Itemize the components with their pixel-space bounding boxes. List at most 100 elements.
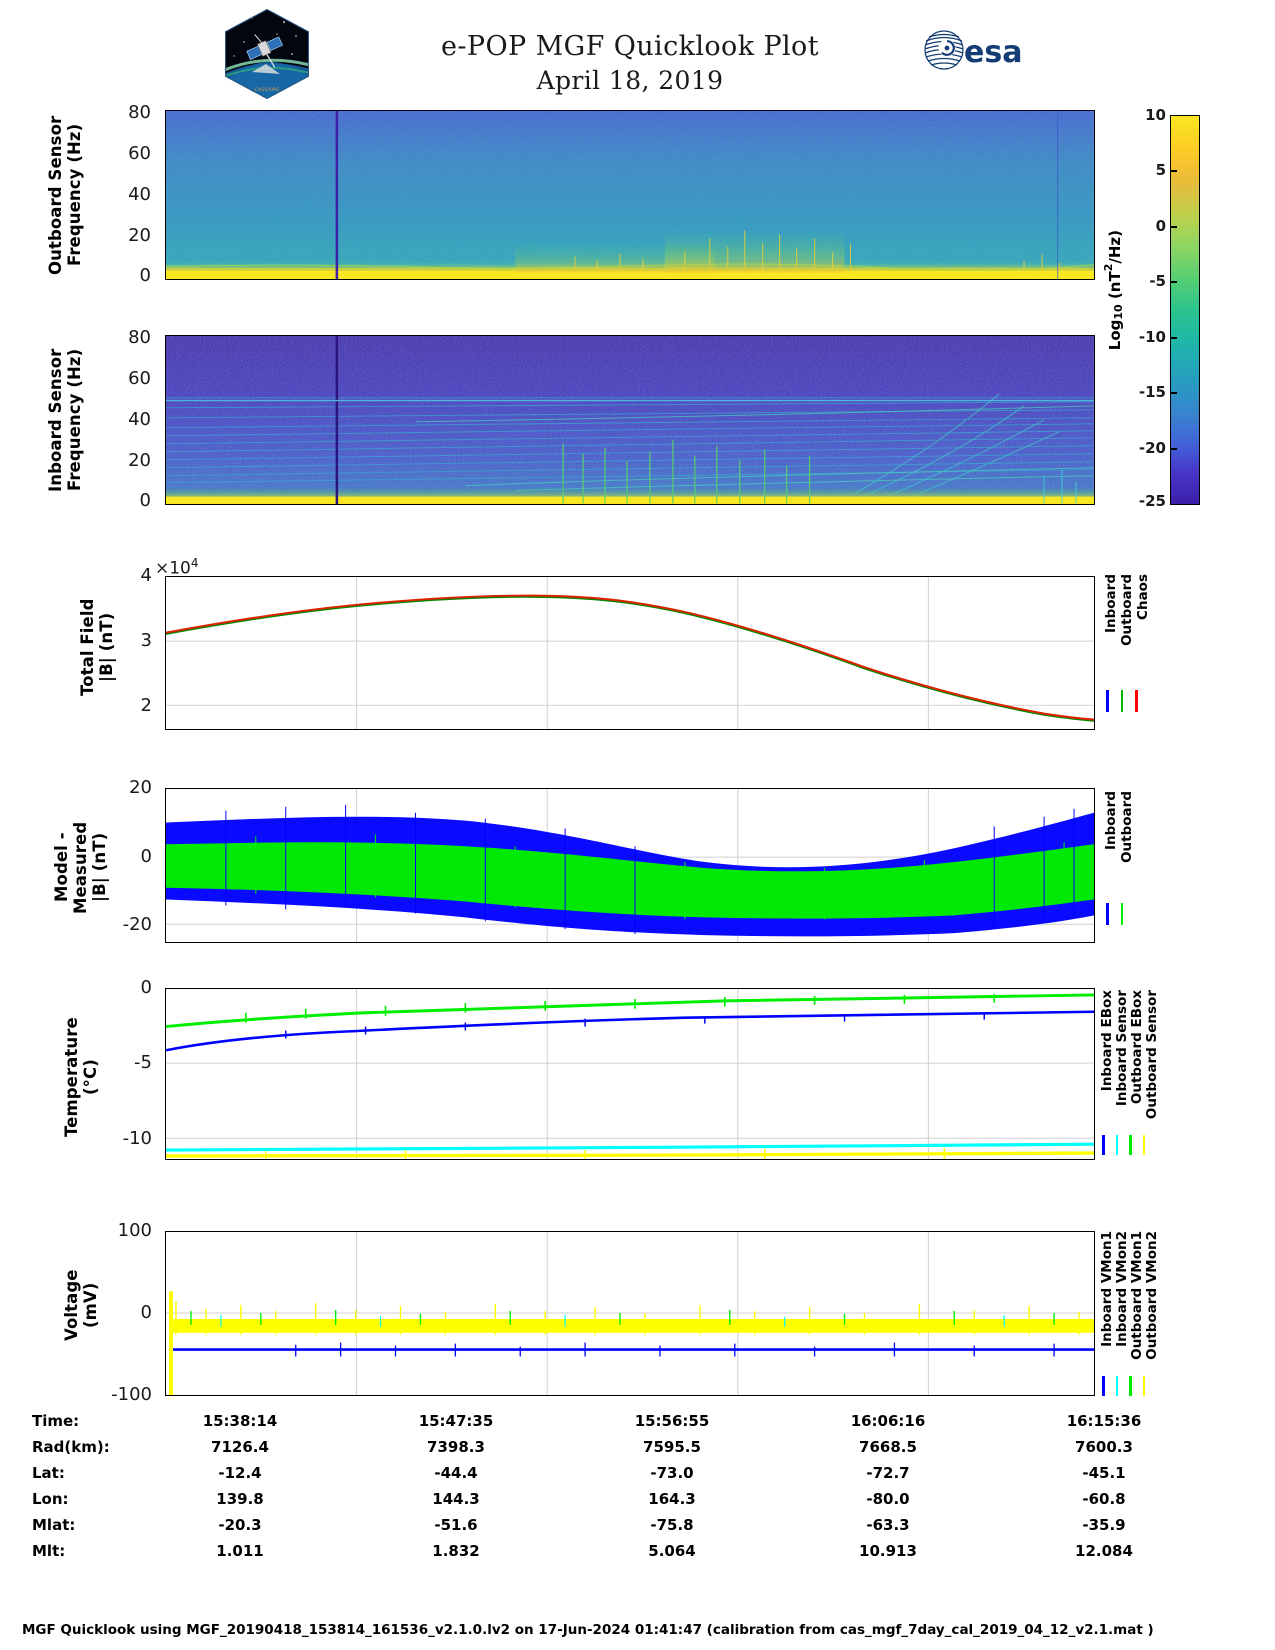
temperature-chart	[166, 989, 1094, 1159]
legend-swatch-inboard	[1106, 903, 1109, 925]
table-row: Mlat: -20.3 -51.6 -75.8 -63.3 -35.9	[32, 1512, 1212, 1538]
inboard-spectrogram-image	[166, 336, 1094, 504]
colorbar-label-main: Log	[1106, 319, 1124, 351]
panel-inboard-spectrogram-group: Inboard Sensor Frequency (Hz) 80 60 40 20…	[0, 329, 1100, 510]
voltage-legend: Inboard VMon1 Inboard VMon2 Outboard VMo…	[1098, 1231, 1183, 1401]
page-title: e-POP MGF Quicklook Plot April 18, 2019	[330, 30, 930, 98]
legend-item-inboard-vmon1: Inboard VMon1	[1099, 1231, 1115, 1347]
legend-swatch-outboard-vmon1	[1129, 1376, 1132, 1396]
cb-tick-5: -15	[1138, 383, 1166, 401]
page-header: CASSIOPE e-POP MGF Quicklook Plot April …	[0, 0, 1275, 105]
ephemeris-table: Time: 15:38:14 15:47:35 15:56:55 16:06:16 16:…	[0, 1408, 1275, 1564]
legend-item-inboard-sensor: Inboard Sensor	[1114, 990, 1130, 1107]
legend-item-inboard: Inboard	[1103, 791, 1119, 851]
table-cell: -80.0	[866, 1490, 910, 1508]
table-cell: -73.0	[650, 1464, 694, 1482]
table-cell: 1.832	[432, 1542, 480, 1560]
cb-tick-1: 5	[1155, 161, 1166, 179]
table-cell: 164.3	[648, 1490, 696, 1508]
table-row: Rad(km): 7126.4 7398.3 7595.5 7668.5 7600.3	[32, 1434, 1212, 1460]
legend-swatches	[1106, 690, 1138, 712]
panel-voltage-group: Voltage (mV) 100 0 -100	[0, 1205, 1190, 1404]
y-tick: 20	[128, 450, 151, 471]
colorbar-label-sup: 2	[1102, 263, 1115, 272]
table-cell: 16:15:36	[1066, 1412, 1142, 1430]
table-row: Mlt: 1.011 1.832 5.064 10.913 12.084	[32, 1538, 1212, 1564]
colorbar-label-rest: (nT	[1106, 271, 1124, 305]
y-tick: 0	[139, 265, 151, 286]
legend-swatch-inboard-vmon1	[1102, 1376, 1105, 1396]
table-row: Lat: -12.4 -44.4 -73.0 -72.7 -45.1	[32, 1460, 1212, 1486]
table-cell: 10.913	[859, 1542, 917, 1560]
legend-item-chaos: Chaos	[1135, 574, 1151, 620]
model-measured-plot[interactable]	[165, 788, 1095, 943]
voltage-chart	[166, 1232, 1094, 1395]
y-tick: 3	[140, 630, 152, 651]
total-field-yticks: 4 3 2	[108, 567, 158, 730]
legend-item-inboard-vmon2: Inboard VMon2	[1114, 1231, 1130, 1347]
y-tick: -10	[122, 1128, 152, 1149]
colorbar-label-sub: 10	[1112, 304, 1125, 320]
cassiope-mission-logo: CASSIOPE	[225, 8, 309, 100]
y-tick: 40	[128, 184, 151, 205]
y-tick: 0	[140, 977, 152, 998]
total-field-plot[interactable]	[165, 576, 1095, 730]
legend-swatches	[1106, 903, 1124, 925]
y-tick: 0	[140, 846, 152, 867]
outboard-spectrogram-plot[interactable]	[165, 110, 1095, 280]
y-tick: 0	[140, 1302, 152, 1323]
model-measured-yticks: 20 0 -20	[100, 779, 158, 945]
table-cell: 7126.4	[211, 1438, 269, 1456]
table-row-label: Mlat:	[32, 1516, 76, 1534]
table-cell: -20.3	[218, 1516, 262, 1534]
legend-item-outboard-ebox: Outboard EBox	[1129, 990, 1145, 1105]
y-tick: 0	[139, 490, 151, 511]
cb-tick-6: -20	[1138, 439, 1166, 457]
colorbar-axis-label: Log10 (nT2/Hz)	[1102, 230, 1125, 350]
title-line-1: e-POP MGF Quicklook Plot	[441, 31, 819, 62]
table-cell: 7668.5	[859, 1438, 917, 1456]
voltage-plot[interactable]	[165, 1231, 1095, 1396]
table-cell: 15:47:35	[418, 1412, 494, 1430]
ephemeris-table-body: Time: 15:38:14 15:47:35 15:56:55 16:06:16 16:…	[32, 1408, 1212, 1564]
inboard-spectrogram-plot[interactable]	[165, 335, 1095, 505]
legend-swatch-outboard-sensor	[1142, 1135, 1146, 1155]
y-tick: -100	[111, 1384, 152, 1405]
temperature-plot[interactable]	[165, 988, 1095, 1160]
colorbar-ticks-marks	[1170, 115, 1200, 505]
table-cell: 7398.3	[427, 1438, 485, 1456]
table-row-label: Time:	[32, 1412, 80, 1430]
y-tick: 20	[128, 225, 151, 246]
footer-provenance: MGF Quicklook using MGF_20190418_153814_…	[22, 1622, 1154, 1638]
total-field-legend: Inboard Outboard Chaos	[1100, 574, 1180, 734]
y-tick: 60	[128, 143, 151, 164]
colorbar-label-tail: /Hz)	[1106, 230, 1124, 264]
table-row-label: Mlt:	[32, 1542, 66, 1560]
total-field-exponent: ×104	[155, 556, 199, 579]
legend-item-outboard-sensor: Outboard Sensor	[1144, 990, 1160, 1120]
panel-total-field-group: Total Field |B| (nT) ×104 4 3 2 Inboard O…	[0, 556, 1190, 730]
legend-swatches	[1102, 1376, 1146, 1396]
table-cell: -60.8	[1082, 1490, 1126, 1508]
esa-logo: esa	[924, 30, 1022, 70]
panel-temperature-group: Temperature (°C) 0 -5 -10	[0, 979, 1190, 1170]
outboard-spectrogram-image	[166, 111, 1094, 279]
table-cell: -63.3	[866, 1516, 910, 1534]
cb-tick-0: 10	[1145, 106, 1166, 124]
outboard-spectrogram-ylabel: Outboard Sensor Frequency (Hz)	[46, 115, 84, 275]
cb-tick-4: -10	[1138, 328, 1166, 346]
table-cell: -75.8	[650, 1516, 694, 1534]
legend-swatches	[1102, 1135, 1146, 1155]
y-tick: 80	[128, 102, 151, 123]
table-row-label: Rad(km):	[32, 1438, 110, 1456]
legend-swatch-inboard-sensor	[1115, 1135, 1119, 1155]
table-cell: 15:38:14	[202, 1412, 278, 1430]
y-tick: 4	[140, 565, 152, 586]
cb-tick-7: -25	[1138, 492, 1166, 510]
legend-swatch-outboard	[1120, 690, 1124, 712]
panel-model-measured-group: Model - Measured |B| (nT) 20 0 -20	[0, 779, 1190, 950]
table-cell: 139.8	[216, 1490, 264, 1508]
colorbar-ticklabels: 10 5 0 -5 -10 -15 -20 -25	[1128, 106, 1166, 510]
svg-text:esa: esa	[964, 35, 1022, 70]
table-row-label: Lat:	[32, 1464, 65, 1482]
